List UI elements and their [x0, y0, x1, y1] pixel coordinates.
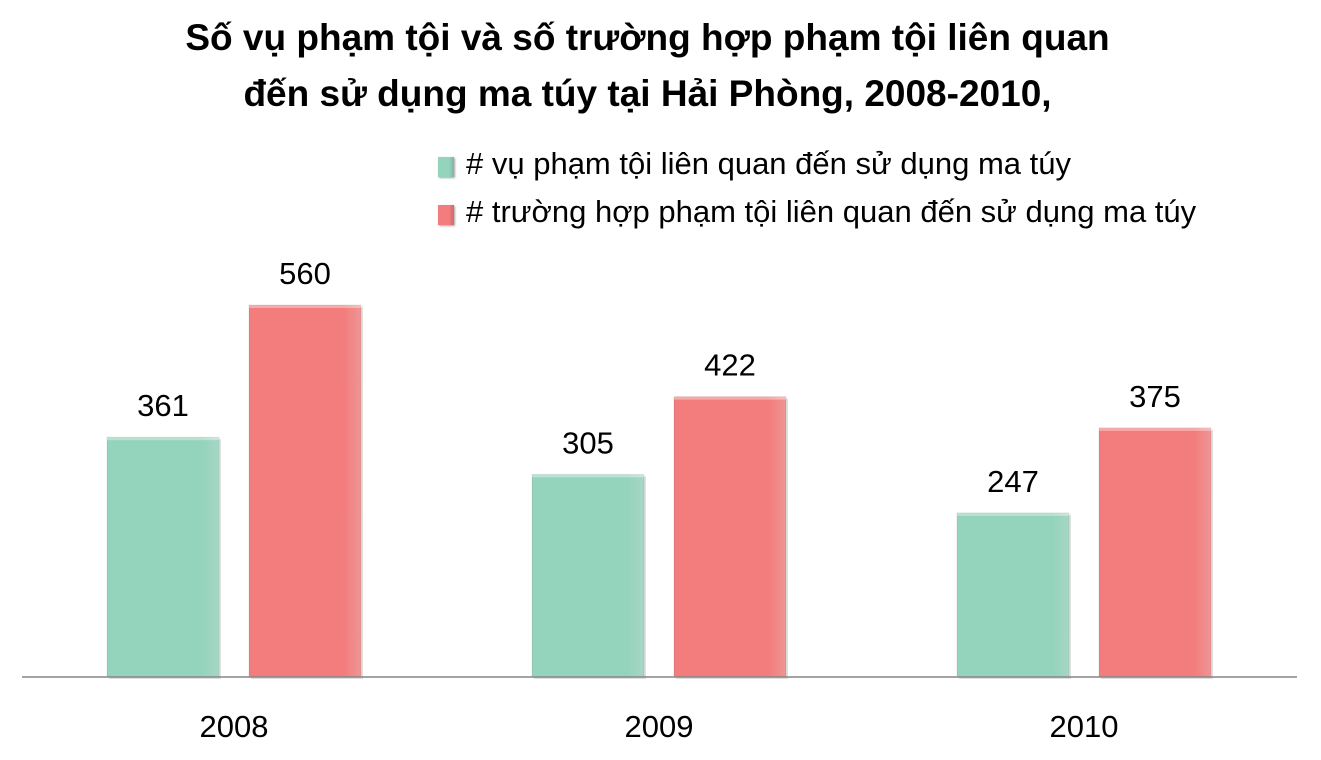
chart-title: Số vụ phạm tội và số trường hợp phạm tội… — [0, 10, 1295, 122]
data-label-2009-series-2: 422 — [704, 348, 756, 383]
chart-title-line-1: Số vụ phạm tội và số trường hợp phạm tội… — [185, 17, 1110, 58]
legend-swatch-series-1 — [438, 157, 454, 177]
data-label-2010-series-2: 375 — [1129, 379, 1181, 414]
bar-2008-series-1 — [106, 436, 220, 678]
bar-2010-series-1 — [956, 512, 1070, 678]
bar-highlight — [107, 437, 219, 441]
bar-highlight — [957, 512, 1069, 516]
data-label-2009-series-1: 305 — [562, 425, 614, 460]
legend-label-series-1: # vụ phạm tội liên quan đến sử dụng ma t… — [466, 146, 1071, 181]
bar-2009-series-2 — [673, 396, 787, 678]
data-label-2008-series-1: 361 — [137, 388, 189, 423]
legend-item-series-1: # vụ phạm tội liên quan đến sử dụng ma t… — [438, 140, 1196, 188]
bar-highlight — [532, 474, 644, 478]
bar-2010-series-2 — [1098, 427, 1212, 678]
chart-title-line-2: đến sử dụng ma túy tại Hải Phòng, 2008-2… — [243, 73, 1052, 114]
legend: # vụ phạm tội liên quan đến sử dụng ma t… — [438, 140, 1196, 236]
bar-2009-series-1 — [531, 473, 645, 678]
legend-item-series-2: # trường hợp phạm tội liên quan đến sử d… — [438, 188, 1196, 236]
x-tick-label-2009: 2009 — [625, 709, 694, 744]
bar-highlight — [674, 396, 786, 400]
bar-highlight — [249, 305, 361, 308]
bar-2008-series-2 — [248, 304, 362, 678]
x-tick-label-2008: 2008 — [200, 709, 269, 744]
legend-label-series-2: # trường hợp phạm tội liên quan đến sử d… — [466, 194, 1197, 229]
data-label-2008-series-2: 560 — [279, 256, 331, 291]
bar-highlight — [1099, 427, 1211, 431]
x-tick-label-2010: 2010 — [1050, 709, 1119, 744]
legend-swatch-series-2 — [438, 205, 454, 225]
data-label-2010-series-1: 247 — [987, 464, 1039, 499]
